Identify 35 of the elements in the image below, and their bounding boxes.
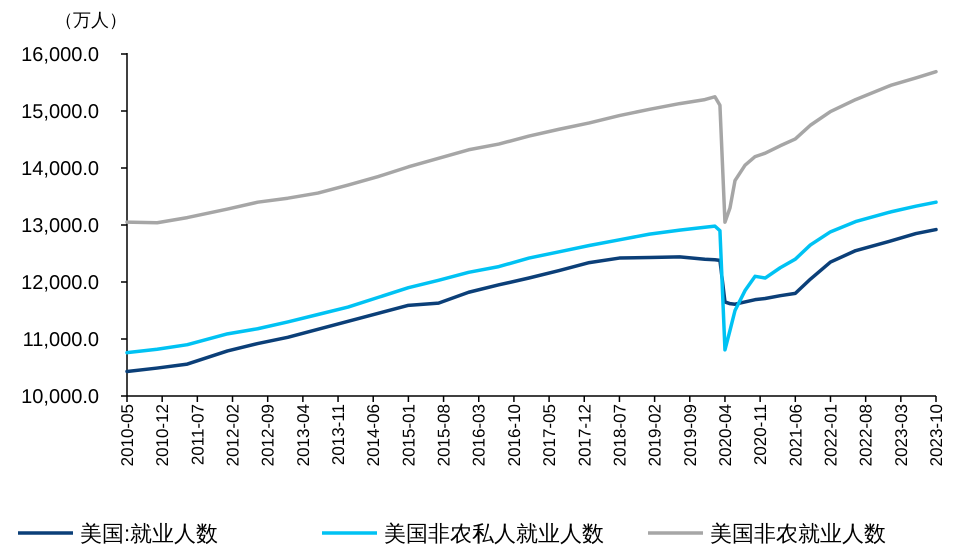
x-tick-label: 2019-02 <box>646 404 665 466</box>
y-tick-label: 12,000.0 <box>21 272 99 294</box>
x-tick-label: 2018-07 <box>610 404 630 466</box>
x-tick-label: 2014-06 <box>364 404 384 466</box>
y-tick-label: 11,000.0 <box>22 329 99 351</box>
x-tick-label: 2017-12 <box>575 404 594 466</box>
x-tick-label: 2021-06 <box>786 404 806 466</box>
legend-label: 美国非农就业人数 <box>710 521 886 546</box>
legend-label: 美国非农私人就业人数 <box>384 521 604 546</box>
x-tick-label: 2016-10 <box>504 404 524 466</box>
y-tick-label: 16,000.0 <box>21 44 99 66</box>
legend-label: 美国:就业人数 <box>80 521 218 546</box>
x-tick-label: 2011-07 <box>188 404 208 466</box>
x-tick-label: 2012-02 <box>224 404 243 466</box>
x-tick-label: 2019-09 <box>680 404 700 466</box>
x-tick-label: 2017-05 <box>540 404 560 466</box>
x-tick-label: 2023-10 <box>927 404 946 466</box>
x-tick-label: 2020-04 <box>716 404 735 466</box>
y-axis-title: （万人） <box>55 10 127 30</box>
x-tick-label: 2022-08 <box>856 404 876 466</box>
x-tick-label: 2023-03 <box>892 404 911 466</box>
x-tick-label: 2010-05 <box>118 404 137 466</box>
x-tick-label: 2013-11 <box>329 404 348 466</box>
y-tick-label: 10,000.0 <box>21 386 99 408</box>
x-tick-label: 2013-04 <box>294 404 313 466</box>
x-tick-label: 2012-09 <box>258 404 278 466</box>
x-tick-label: 2022-01 <box>821 404 840 466</box>
x-tick-label: 2020-11 <box>751 404 770 466</box>
x-tick-label: 2015-01 <box>399 404 418 466</box>
x-tick-label: 2016-03 <box>470 404 489 466</box>
x-tick-label: 2015-08 <box>434 404 454 466</box>
x-tick-label: 2010-12 <box>153 404 172 466</box>
y-tick-label: 13,000.0 <box>21 215 99 237</box>
y-tick-label: 15,000.0 <box>21 101 99 123</box>
y-tick-label: 14,000.0 <box>21 158 99 180</box>
